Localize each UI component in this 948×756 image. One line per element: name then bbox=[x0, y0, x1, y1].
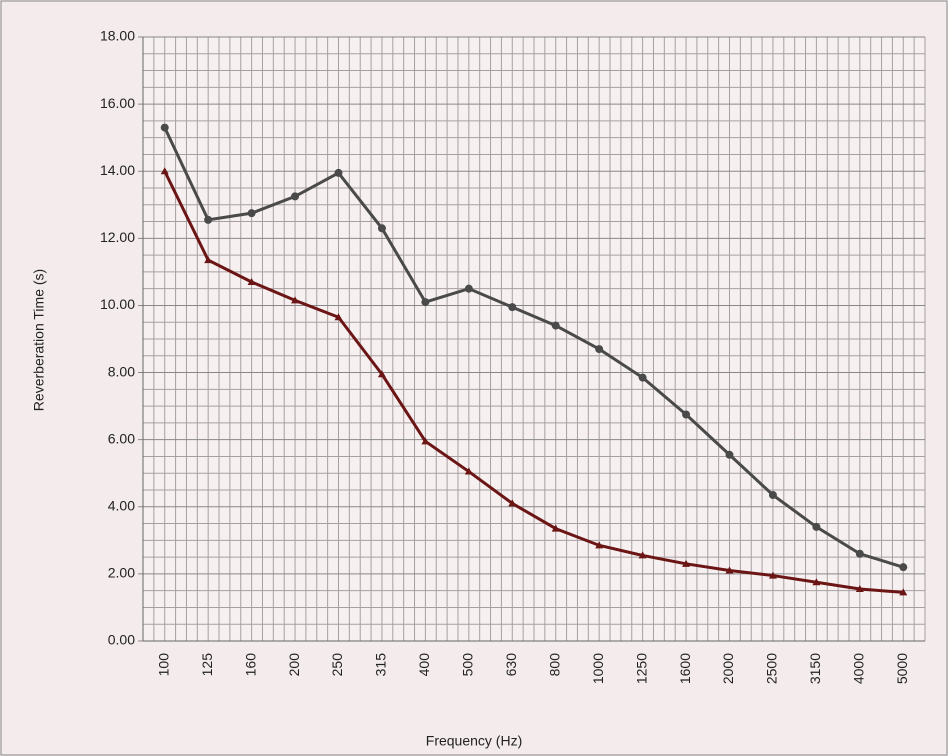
point bbox=[856, 550, 864, 558]
x-tick-label: 200 bbox=[286, 653, 302, 677]
x-tick-label: 1600 bbox=[677, 653, 693, 684]
point bbox=[378, 224, 386, 232]
point bbox=[421, 298, 429, 306]
point bbox=[552, 322, 560, 330]
point bbox=[682, 411, 690, 419]
y-tick-label: 4.00 bbox=[108, 497, 135, 513]
point bbox=[291, 192, 299, 200]
x-tick-label: 125 bbox=[199, 653, 215, 677]
point bbox=[726, 451, 734, 459]
point bbox=[508, 303, 516, 311]
x-tick-label: 5000 bbox=[894, 653, 910, 684]
y-tick-label: 10.00 bbox=[100, 296, 135, 312]
point bbox=[769, 491, 777, 499]
x-tick-label: 160 bbox=[242, 653, 258, 677]
point bbox=[639, 374, 647, 382]
y-tick-label: 12.00 bbox=[100, 229, 135, 245]
point bbox=[248, 209, 256, 217]
y-tick-label: 8.00 bbox=[108, 363, 135, 379]
y-tick-label: 14.00 bbox=[100, 162, 135, 178]
y-tick-label: 6.00 bbox=[108, 430, 135, 446]
point bbox=[465, 285, 473, 293]
point bbox=[204, 216, 212, 224]
y-axis-title: Reverberation Time (s) bbox=[31, 269, 47, 411]
y-tick-label: 2.00 bbox=[108, 565, 135, 581]
point bbox=[899, 563, 907, 571]
x-tick-label: 100 bbox=[155, 653, 171, 677]
x-tick-label: 2000 bbox=[720, 653, 736, 684]
chart: Frequency (Hz) Reverberation Time (s) 0.… bbox=[0, 0, 948, 756]
x-axis-title: Frequency (Hz) bbox=[426, 733, 522, 749]
x-tick-label: 500 bbox=[460, 653, 476, 677]
x-tick-label: 1000 bbox=[590, 653, 606, 684]
y-tick-label: 0.00 bbox=[108, 632, 135, 648]
x-tick-label: 3150 bbox=[807, 653, 823, 684]
y-tick-label: 16.00 bbox=[100, 95, 135, 111]
x-tick-label: 315 bbox=[373, 653, 389, 677]
point bbox=[335, 169, 343, 177]
x-tick-label: 800 bbox=[546, 653, 562, 677]
x-tick-label: 400 bbox=[416, 653, 432, 677]
y-tick-label: 18.00 bbox=[100, 28, 135, 44]
x-tick-label: 250 bbox=[329, 653, 345, 677]
x-tick-label: 630 bbox=[503, 653, 519, 677]
x-tick-label: 2500 bbox=[764, 653, 780, 684]
point bbox=[161, 124, 169, 132]
point bbox=[595, 345, 603, 353]
x-tick-label: 4000 bbox=[851, 653, 867, 684]
point bbox=[812, 523, 820, 531]
x-tick-label: 1250 bbox=[633, 653, 649, 684]
grid bbox=[138, 37, 925, 641]
